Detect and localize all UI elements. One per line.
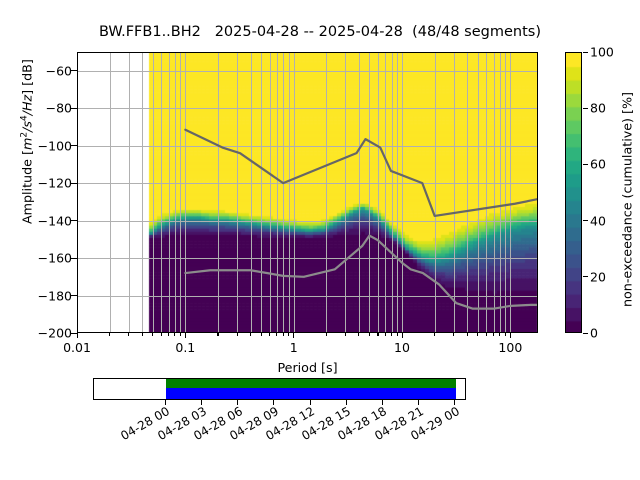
y-axis-tick: [71, 107, 77, 109]
x-axis-tick: [401, 333, 403, 338]
page-title: BW.FFB1..BH2 2025-04-28 -- 2025-04-28 (4…: [99, 24, 541, 40]
x-axis-minor-tick: [344, 333, 346, 336]
timeline-tick: [345, 400, 347, 405]
x-axis-tick: [509, 333, 511, 338]
colorbar-label: non-exceedance (cumulative) [%]: [619, 92, 635, 307]
x-axis-minor-tick: [288, 333, 290, 336]
x-axis-tick-label: 0.01: [63, 340, 91, 355]
y-axis-tick-label: −160: [37, 250, 72, 266]
timeline-tick: [164, 400, 166, 405]
coverage-band-green: [166, 379, 456, 388]
x-axis-minor-tick: [368, 333, 370, 336]
x-axis-tick: [76, 333, 78, 338]
timeline-tick: [237, 400, 239, 405]
colorbar-tick: [583, 51, 588, 53]
timeline-tick: [309, 400, 311, 405]
y-axis-tick: [71, 257, 77, 259]
x-axis-minor-tick: [174, 333, 176, 336]
y-axis-tick-label: −120: [37, 175, 72, 191]
colorbar-tick: [583, 107, 588, 109]
colorbar-tick-label: 20: [590, 269, 606, 285]
x-axis-minor-tick: [466, 333, 468, 336]
colorbar-tick: [583, 332, 588, 334]
x-axis-minor-tick: [453, 333, 455, 336]
y-axis-tick: [71, 295, 77, 297]
x-axis-minor-tick: [128, 333, 130, 336]
x-axis-minor-tick: [391, 333, 393, 336]
x-axis-tick-label: 100: [498, 340, 523, 355]
colorbar-tick-label: 40: [590, 213, 606, 229]
y-axis-tick: [71, 220, 77, 222]
y-axis-tick: [71, 70, 77, 72]
y-axis-tick-label: −80: [45, 100, 72, 116]
colorbar-tick-label: 100: [590, 44, 614, 60]
data-coverage-strip[interactable]: [93, 378, 466, 400]
x-axis-minor-tick: [236, 333, 238, 336]
x-axis-minor-tick: [377, 333, 379, 336]
colorbar-tick-label: 80: [590, 100, 606, 116]
noise-model-lines: [184, 128, 538, 310]
x-axis-tick-label: 0.1: [175, 340, 196, 355]
grid-lines: [77, 52, 538, 333]
ppsd-histogram: [77, 52, 538, 333]
y-axis-tick-label: −60: [45, 63, 72, 79]
noise-model-nlnm: [184, 234, 538, 310]
x-axis-tick: [293, 333, 295, 338]
x-axis-minor-tick: [109, 333, 111, 336]
coverage-band-blue: [166, 388, 456, 399]
timeline-tick: [454, 400, 456, 405]
y-axis-label: Amplitude [m2/s4/Hz] [dB]: [19, 59, 35, 225]
colorbar-tick-label: 0: [590, 325, 598, 341]
noise-model-nhnm: [184, 128, 538, 218]
colorbar[interactable]: [565, 52, 582, 333]
x-axis-minor-tick: [325, 333, 327, 336]
colorbar-tick: [583, 163, 588, 165]
x-axis-minor-tick: [160, 333, 162, 336]
y-axis-tick: [71, 182, 77, 184]
x-axis-minor-tick: [493, 333, 495, 336]
x-axis-minor-tick: [141, 333, 143, 336]
y-axis-tick-label: −180: [37, 288, 72, 304]
timeline-tick: [418, 400, 420, 405]
x-axis-minor-tick: [168, 333, 170, 336]
x-axis-minor-tick: [485, 333, 487, 336]
timeline-tick: [381, 400, 383, 405]
colorbar-tick-label: 60: [590, 156, 606, 172]
y-axis-tick-label: −140: [37, 213, 72, 229]
x-axis-minor-tick: [276, 333, 278, 336]
y-axis-tick-label: −200: [37, 325, 72, 341]
timeline-tick: [273, 400, 275, 405]
x-axis-tick: [184, 333, 186, 338]
x-axis-minor-tick: [269, 333, 271, 336]
x-axis-minor-tick: [152, 333, 154, 336]
x-axis-minor-tick: [217, 333, 219, 336]
x-axis-minor-tick: [358, 333, 360, 336]
ppsd-plot-area[interactable]: [77, 52, 538, 333]
colorbar-tick: [583, 220, 588, 222]
x-axis-minor-tick: [396, 333, 398, 336]
x-axis-minor-tick: [504, 333, 506, 336]
y-axis-tick: [71, 332, 77, 334]
y-axis-tick-label: −100: [37, 138, 72, 154]
x-axis-tick-label: 10: [394, 340, 410, 355]
x-axis-minor-tick: [477, 333, 479, 336]
colorbar-tick: [583, 276, 588, 278]
x-axis-minor-tick: [499, 333, 501, 336]
x-axis-minor-tick: [250, 333, 252, 336]
x-axis-minor-tick: [384, 333, 386, 336]
x-axis-minor-tick: [260, 333, 262, 336]
timeline-tick: [201, 400, 203, 405]
x-axis-minor-tick: [434, 333, 436, 336]
y-axis-tick: [71, 145, 77, 147]
x-axis-tick-label: 1: [289, 340, 298, 355]
colorbar-gradient: [566, 53, 581, 332]
x-axis-label: Period [s]: [277, 360, 338, 375]
x-axis-minor-tick: [282, 333, 284, 336]
x-axis-minor-tick: [179, 333, 181, 336]
